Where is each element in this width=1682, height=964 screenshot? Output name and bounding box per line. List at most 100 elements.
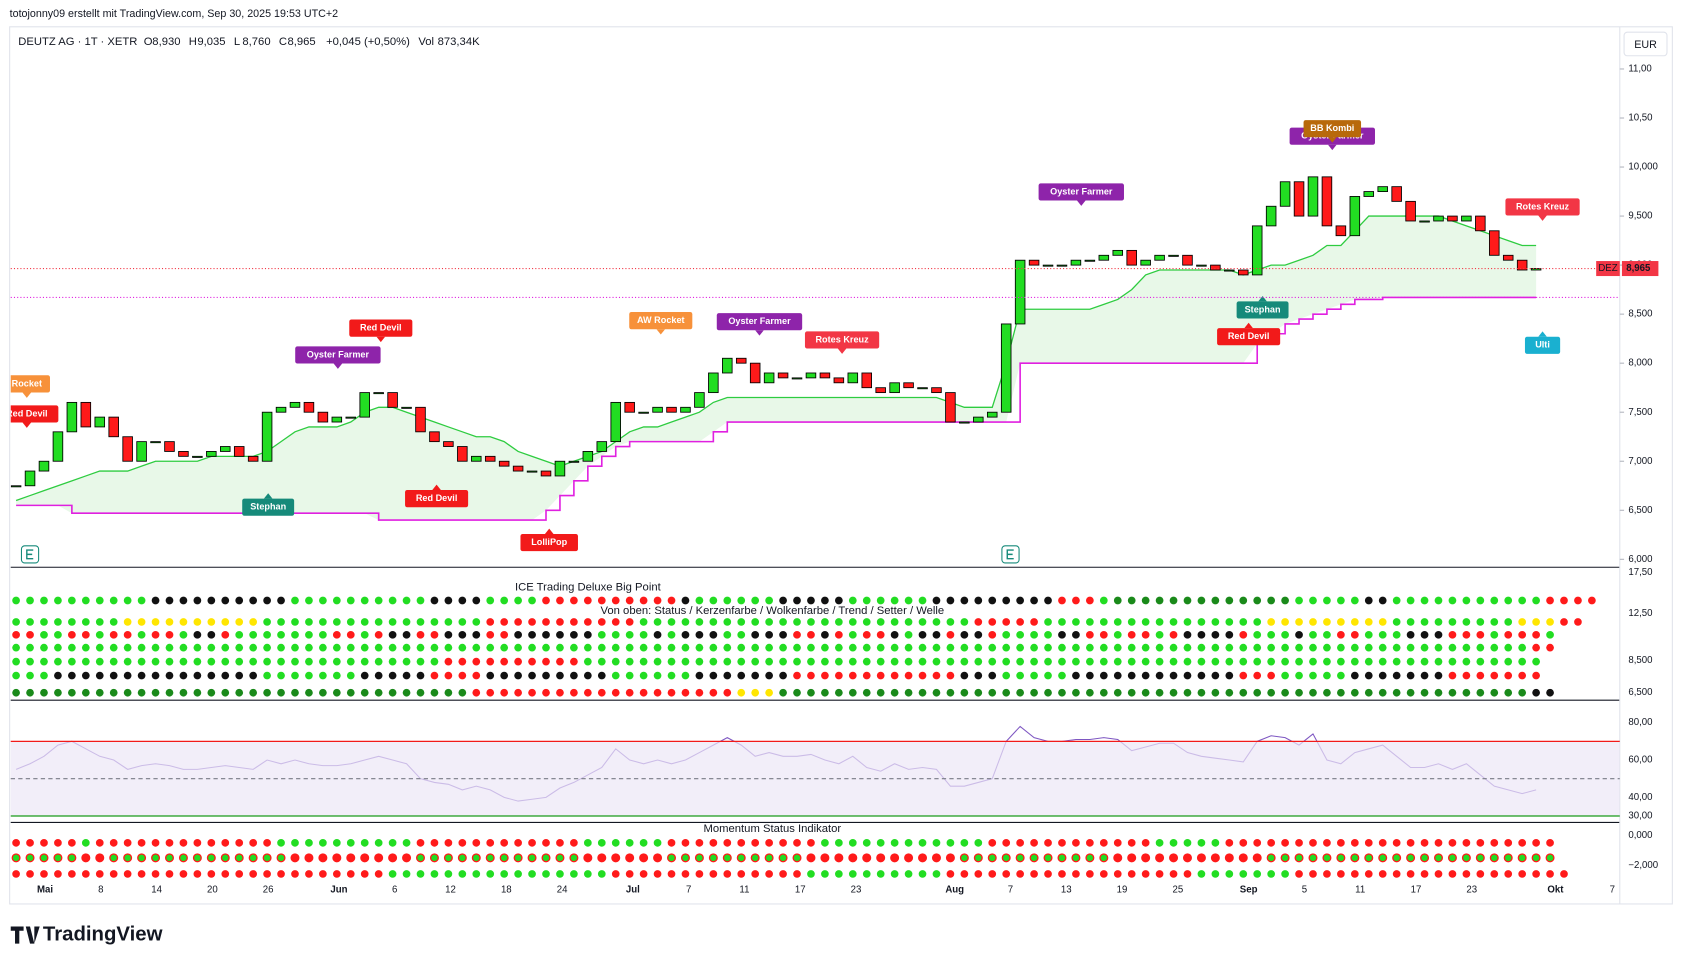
- x-tick-label: 12: [445, 885, 456, 896]
- y-tick-label: 9,500: [1628, 211, 1652, 222]
- candle: [164, 441, 175, 452]
- candle: [471, 455, 482, 462]
- y-tick-label: 7,500: [1628, 407, 1652, 418]
- status-dot: [305, 657, 313, 666]
- signal-label-text: Oyster Farmer: [307, 349, 370, 359]
- status-dot: [807, 643, 815, 652]
- status-dot: [862, 618, 871, 626]
- momentum-dot: [834, 853, 844, 863]
- status-dot: [667, 596, 676, 605]
- status-dot: [1281, 643, 1289, 652]
- candle: [1265, 205, 1277, 227]
- momentum-dot: [332, 838, 341, 847]
- rsi-tick-label: 30,00: [1628, 811, 1652, 822]
- status-dot: [235, 596, 244, 605]
- status-dot: [974, 618, 983, 626]
- x-tick-label: Mai: [37, 885, 53, 896]
- status-dot: [1462, 688, 1471, 697]
- momentum-dot: [332, 853, 342, 863]
- status-dot: [570, 618, 578, 626]
- momentum-dot: [1225, 870, 1234, 878]
- status-dot: [611, 657, 620, 666]
- status-dot: [332, 643, 341, 652]
- signal-label: [10, 375, 50, 393]
- status-dot: [821, 657, 829, 666]
- status-dot: [695, 596, 704, 605]
- status-dot: [834, 657, 843, 666]
- status-dot: [653, 596, 662, 605]
- status-dot: [388, 671, 397, 680]
- status-dot: [458, 671, 467, 680]
- status-dot: [1378, 630, 1387, 639]
- status-dot: [1309, 630, 1317, 639]
- status-dot: [611, 643, 620, 652]
- status-dot: [653, 630, 662, 639]
- momentum-dot: [681, 838, 690, 847]
- status-dot: [277, 643, 285, 652]
- status-dot: [1350, 657, 1359, 666]
- status-dot: [625, 688, 634, 697]
- momentum-dot: [388, 870, 397, 878]
- status-dot: [1072, 671, 1080, 680]
- status-dot: [639, 596, 648, 605]
- status-dot: [249, 596, 258, 605]
- status-dot: [556, 657, 564, 666]
- momentum-dot: [1337, 870, 1345, 878]
- status-dot: [1141, 688, 1150, 697]
- candle: [1461, 215, 1472, 222]
- status-dot: [1337, 657, 1345, 666]
- momentum-dot: [779, 838, 787, 847]
- momentum-dot: [1504, 838, 1513, 847]
- status-dot: [1169, 596, 1178, 605]
- ohlc-value: 9,035: [197, 36, 225, 48]
- momentum-dot: [109, 853, 119, 863]
- status-dot: [1364, 688, 1373, 697]
- status-dot: [876, 643, 885, 652]
- momentum-dot: [876, 853, 886, 863]
- momentum-dot: [1086, 870, 1094, 878]
- status-dot: [1197, 618, 1206, 626]
- momentum-dot: [207, 870, 216, 878]
- momentum-dot: [123, 853, 133, 863]
- momentum-dot: [53, 853, 63, 863]
- status-dot: [1518, 688, 1527, 697]
- momentum-dot: [1169, 853, 1179, 863]
- status-dot: [1392, 688, 1401, 697]
- status-dot: [1476, 618, 1485, 626]
- status-dot: [1267, 643, 1276, 652]
- status-dot: [793, 596, 801, 605]
- status-dot: [1420, 618, 1429, 626]
- momentum-dot: [1350, 853, 1360, 863]
- status-dot: [667, 688, 676, 697]
- status-dot: [765, 596, 773, 605]
- status-dot: [1197, 688, 1206, 697]
- status-dot: [1532, 671, 1540, 680]
- candle: [666, 406, 677, 413]
- status-dot: [430, 618, 439, 626]
- status-dot: [416, 618, 425, 626]
- signal-label-text: Rotes Kreuz: [1516, 201, 1570, 211]
- signal-pointer: [1538, 331, 1547, 337]
- momentum-dot: [1044, 870, 1052, 878]
- signal-label: [1303, 120, 1362, 138]
- momentum-dot: [890, 853, 900, 863]
- status-dot: [807, 688, 815, 697]
- momentum-dot: [193, 870, 202, 878]
- status-dot: [807, 657, 815, 666]
- status-dot: [165, 630, 174, 639]
- momentum-dot: [388, 853, 398, 863]
- status-dot: [514, 618, 522, 626]
- status-dot: [1016, 671, 1025, 680]
- status-dot: [416, 657, 425, 666]
- status-dot: [388, 630, 397, 639]
- momentum-dot: [611, 853, 621, 863]
- momentum-dot: [95, 870, 104, 878]
- status-dot: [821, 630, 829, 639]
- status-dot: [1476, 671, 1485, 680]
- status-dot: [123, 657, 132, 666]
- momentum-dot: [291, 838, 299, 847]
- status-dot: [1239, 688, 1248, 697]
- rsi-tick-label: 80,00: [1628, 717, 1652, 728]
- momentum-dot: [820, 853, 830, 863]
- x-tick-label: 6: [392, 885, 397, 896]
